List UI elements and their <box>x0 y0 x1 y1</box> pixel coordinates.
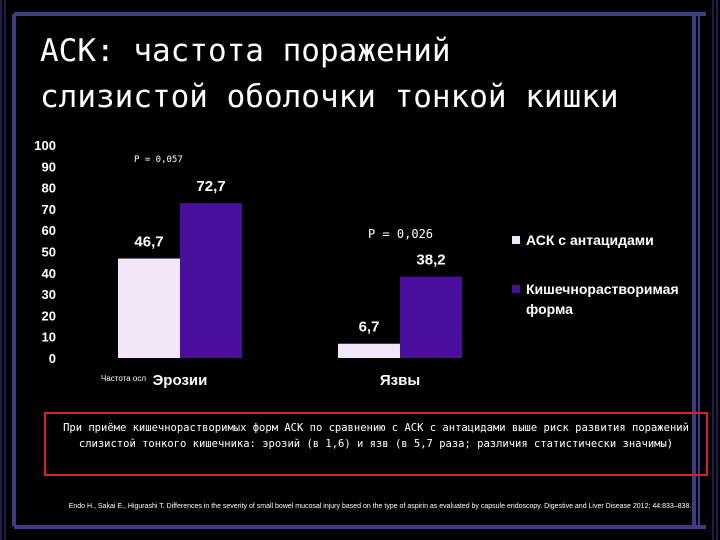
x-category-label: Язвы <box>380 372 420 389</box>
slide-title: АСК: частота поражений слизистой оболочк… <box>40 28 680 120</box>
y-tick-label: 80 <box>42 181 56 196</box>
y-tick-label: 70 <box>42 202 56 217</box>
legend-swatch <box>512 236 520 244</box>
frame-left-rule <box>12 14 16 526</box>
y-tick-label: 40 <box>42 266 56 281</box>
y-tick-label: 20 <box>42 308 56 323</box>
frame-left-stripe <box>0 0 8 540</box>
y-tick-label: 50 <box>42 245 56 260</box>
conclusion-note-text: При приёме кишечнорастворимых форм АСК п… <box>63 422 689 450</box>
source-label: Частота осл <box>101 374 146 383</box>
y-tick-label: 30 <box>42 287 56 302</box>
slide-title-line-2: слизистой оболочки тонкой кишки <box>40 79 619 115</box>
citation: Endo H., Sakai E., Higurashi T. Differen… <box>68 503 692 510</box>
legend-label: форма <box>526 301 573 317</box>
bar-value-label: 6,7 <box>359 319 380 336</box>
bar-value-label: 72,7 <box>196 178 225 195</box>
frame-top-border <box>14 12 706 16</box>
y-tick-label: 60 <box>42 223 56 238</box>
frame-right-rule <box>692 14 696 526</box>
bar <box>400 276 462 358</box>
y-tick-label: 100 <box>34 138 56 153</box>
p-value-annotation: P = 0,057 <box>134 155 183 165</box>
frame-right-stripe <box>712 0 720 540</box>
bar <box>180 203 242 358</box>
y-tick-label: 10 <box>42 330 56 345</box>
slide-title-line-1: АСК: частота поражений <box>40 33 451 69</box>
bar-chart: 0 10 20 30 40 50 60 70 80 90 100 46,7 6,7 72,7 38,2 Э… <box>34 138 679 389</box>
legend-label: Кишечнорастворимая <box>526 281 679 297</box>
legend-swatch <box>512 285 520 293</box>
frame-bottom-border <box>14 525 706 529</box>
bar-value-label: 46,7 <box>134 234 163 251</box>
x-category-label: Эрозии <box>153 372 208 389</box>
y-tick-label: 0 <box>49 351 56 366</box>
frame-right-rule-inner <box>698 14 700 526</box>
bar-value-label: 38,2 <box>416 252 445 269</box>
p-value-annotation: P = 0,026 <box>368 227 433 241</box>
bar <box>338 343 400 358</box>
conclusion-note: При приёме кишечнорастворимых форм АСК п… <box>44 412 708 476</box>
legend-label: АСК с антацидами <box>526 232 654 248</box>
bar <box>118 258 180 358</box>
y-tick-label: 90 <box>42 159 56 174</box>
